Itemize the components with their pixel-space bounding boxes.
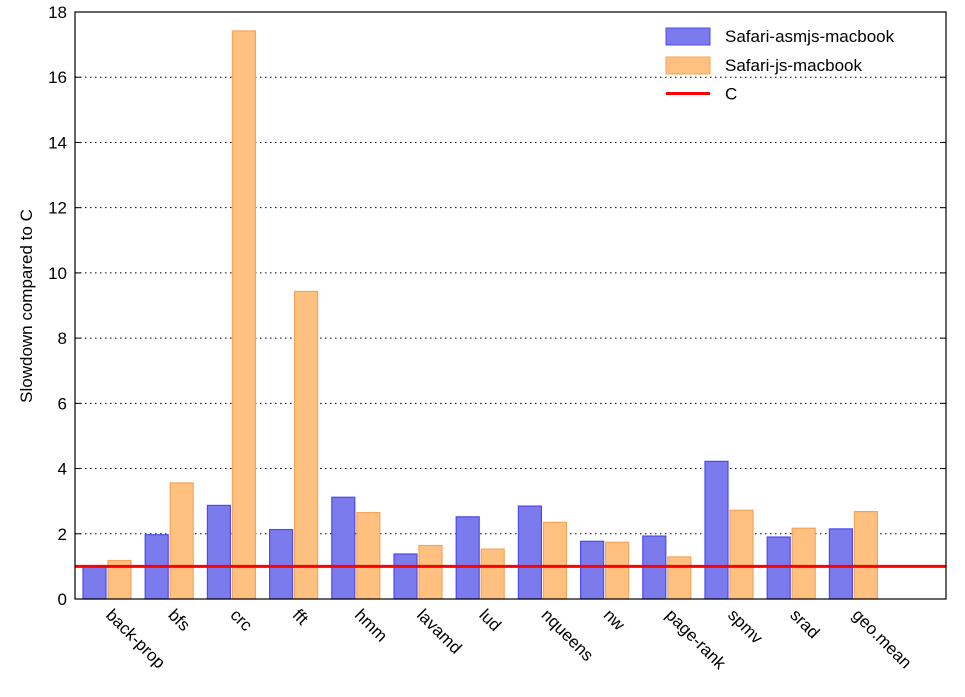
bar-safari-asmjs-macbook-fft bbox=[269, 528, 294, 600]
y-axis-title: Slowdown compared to C bbox=[17, 209, 36, 403]
bar-safari-asmjs-macbook-nqueens bbox=[517, 505, 543, 600]
bar-safari-asmjs-macbook-nw bbox=[579, 540, 605, 600]
y-tick-label: 6 bbox=[58, 394, 67, 413]
y-tick-label: 4 bbox=[58, 460, 67, 479]
bar-safari-asmjs-macbook-lud bbox=[455, 516, 480, 600]
bar-safari-asmjs-macbook-spmv bbox=[704, 460, 729, 600]
x-tick-label-page-rank: page-rank bbox=[662, 605, 730, 673]
y-tick-label: 0 bbox=[58, 590, 67, 609]
x-tick-label-fft: fft bbox=[289, 605, 312, 628]
x-tick-label-nqueens: nqueens bbox=[538, 605, 598, 665]
y-tick-label: 18 bbox=[48, 3, 67, 22]
bar-safari-js-macbook-hmm bbox=[356, 511, 381, 600]
bar-safari-js-macbook-page-rank bbox=[667, 556, 692, 600]
x-tick-label-bfs: bfs bbox=[164, 605, 193, 634]
x-tick-label-nw: nw bbox=[600, 605, 629, 634]
bar-safari-js-macbook-nw bbox=[604, 541, 630, 600]
legend-swatch-safari-asmjs-macbook bbox=[665, 27, 711, 46]
bar-safari-asmjs-macbook-crc bbox=[206, 504, 231, 600]
legend-swatch-safari-js-macbook bbox=[665, 56, 711, 75]
plot-frame bbox=[74, 11, 947, 600]
bar-safari-js-macbook-nqueens bbox=[542, 521, 568, 600]
y-tick-label: 12 bbox=[48, 199, 67, 218]
bar-safari-js-macbook-bfs bbox=[169, 482, 194, 600]
bar-safari-js-macbook-spmv bbox=[729, 509, 754, 600]
x-tick-label-hmm: hmm bbox=[351, 605, 391, 645]
legend-label-safari-js-macbook: Safari-js-macbook bbox=[725, 56, 862, 75]
y-tick-label: 10 bbox=[48, 264, 67, 283]
legend-label-c: C bbox=[725, 85, 737, 104]
bar-safari-asmjs-macbook-lavamd bbox=[393, 553, 418, 600]
bar-safari-js-macbook-lud bbox=[480, 548, 505, 600]
bar-safari-js-macbook-srad bbox=[791, 527, 816, 600]
x-tick-label-spmv: spmv bbox=[724, 605, 767, 648]
y-tick-label: 8 bbox=[58, 329, 67, 348]
bar-safari-asmjs-macbook-hmm bbox=[331, 496, 356, 600]
x-tick-label-lavamd: lavamd bbox=[413, 605, 465, 657]
bar-safari-asmjs-macbook-srad bbox=[766, 536, 791, 600]
legend-label-safari-asmjs-macbook: Safari-asmjs-macbook bbox=[725, 27, 895, 46]
y-tick-label: 14 bbox=[48, 133, 67, 152]
x-tick-label-back-prop: back-prop bbox=[102, 605, 169, 672]
bar-safari-js-macbook-geo.mean bbox=[853, 511, 879, 600]
bar-safari-js-macbook-crc bbox=[231, 30, 256, 600]
bar-safari-asmjs-macbook-back-prop bbox=[82, 565, 107, 600]
x-tick-label-lud: lud bbox=[475, 605, 504, 634]
bar-safari-asmjs-macbook-geo.mean bbox=[828, 528, 854, 600]
y-tick-label: 16 bbox=[48, 68, 67, 87]
x-tick-label-srad: srad bbox=[786, 605, 823, 642]
x-tick-label-geo.mean: geo.mean bbox=[849, 605, 916, 672]
y-tick-label: 2 bbox=[58, 525, 67, 544]
bar-safari-js-macbook-fft bbox=[294, 290, 319, 600]
x-tick-label-crc: crc bbox=[227, 605, 257, 635]
bar-safari-js-macbook-lavamd bbox=[418, 544, 443, 600]
